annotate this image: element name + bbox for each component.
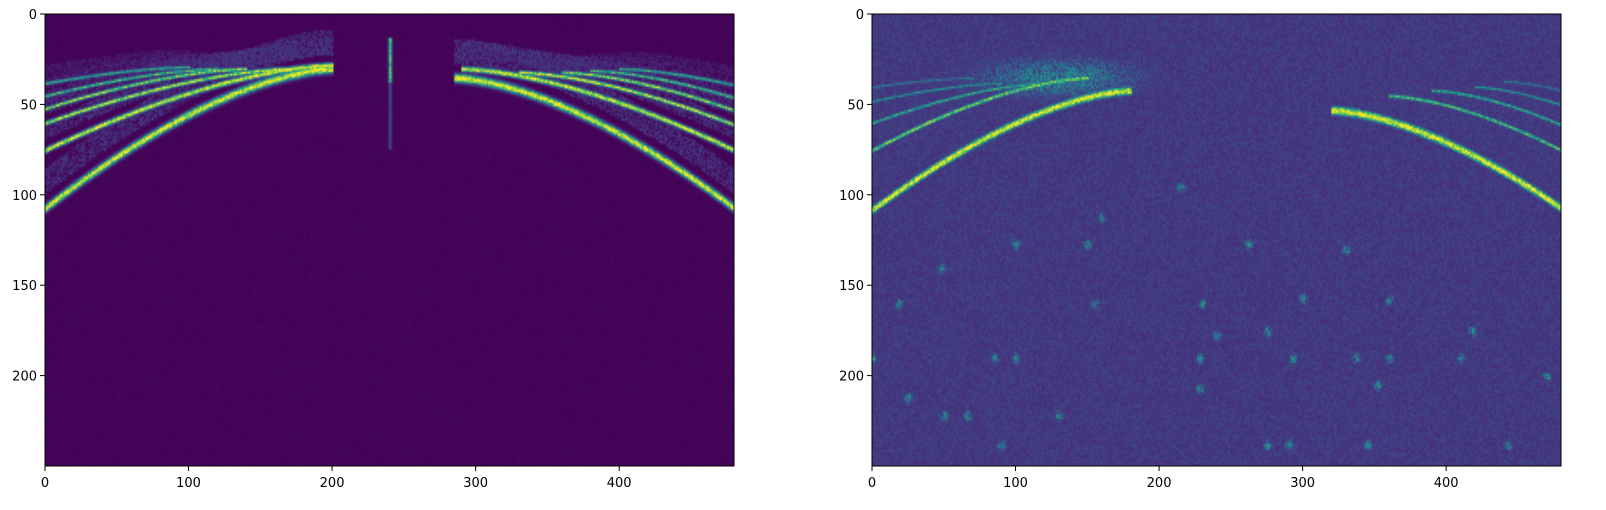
left-heatmap-image xyxy=(45,14,734,466)
x-tick-label: 100 xyxy=(1003,476,1028,491)
y-tick-label: 50 xyxy=(20,98,37,113)
y-tick-label: 150 xyxy=(12,279,37,294)
x-tick-label: 300 xyxy=(463,476,488,491)
left-heatmap-panel: 0 100 200 300 400 0 50 100 150 200 xyxy=(12,8,735,491)
x-tick-label: 0 xyxy=(868,476,876,491)
right-x-axis: 0 100 200 300 400 xyxy=(868,466,1459,491)
right-heatmap-panel: 0 100 200 300 400 0 50 100 150 200 xyxy=(839,8,1562,491)
x-tick-label: 0 xyxy=(41,476,49,491)
left-x-axis: 0 100 200 300 400 xyxy=(41,466,632,491)
right-y-axis: 0 50 100 150 200 xyxy=(839,8,872,385)
y-tick-label: 200 xyxy=(12,370,37,385)
y-tick-label: 0 xyxy=(29,8,37,23)
right-heatmap-image xyxy=(872,14,1561,466)
y-tick-label: 0 xyxy=(856,8,864,23)
right-axes-frame xyxy=(871,13,1562,467)
y-tick-label: 100 xyxy=(839,189,864,204)
left-axes-frame xyxy=(44,13,735,467)
x-tick-label: 200 xyxy=(320,476,345,491)
y-tick-label: 100 xyxy=(12,189,37,204)
x-tick-label: 200 xyxy=(1147,476,1172,491)
y-tick-label: 150 xyxy=(839,279,864,294)
x-tick-label: 100 xyxy=(176,476,201,491)
y-tick-label: 50 xyxy=(847,98,864,113)
y-tick-label: 200 xyxy=(839,370,864,385)
x-tick-label: 300 xyxy=(1290,476,1315,491)
x-tick-label: 400 xyxy=(607,476,632,491)
left-y-axis: 0 50 100 150 200 xyxy=(12,8,45,385)
x-tick-label: 400 xyxy=(1434,476,1459,491)
